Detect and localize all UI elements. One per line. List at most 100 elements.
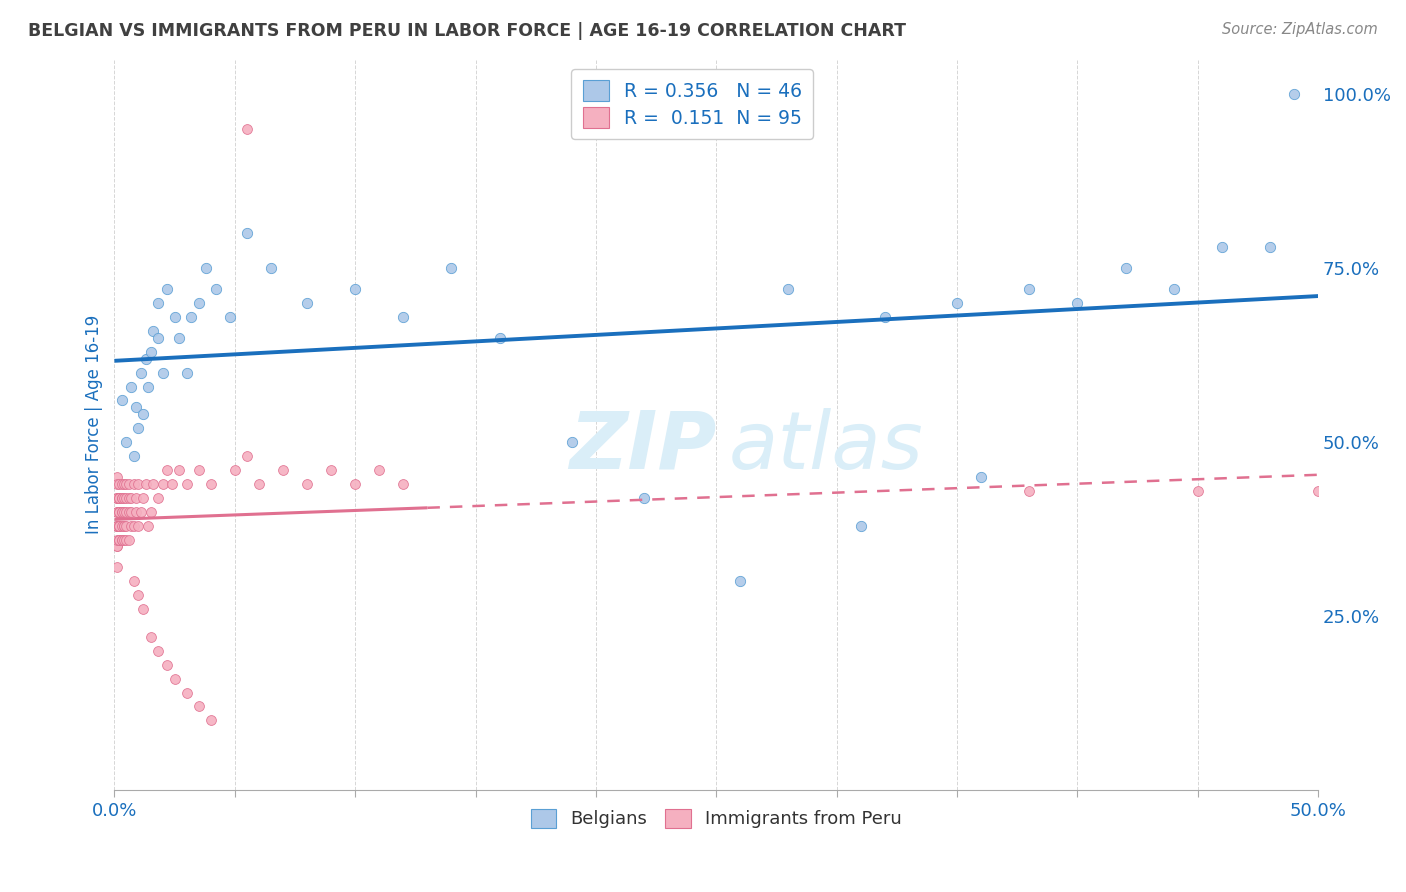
Point xyxy=(111,505,134,519)
Point xyxy=(1282,87,1305,102)
Point xyxy=(111,533,134,547)
Point xyxy=(108,491,131,505)
Point xyxy=(271,463,294,477)
Point xyxy=(139,630,162,644)
Point xyxy=(156,657,179,672)
Point xyxy=(136,518,159,533)
Point xyxy=(633,491,655,505)
Point xyxy=(180,310,202,324)
Point xyxy=(156,282,179,296)
Point xyxy=(224,463,246,477)
Point xyxy=(200,476,222,491)
Text: Source: ZipAtlas.com: Source: ZipAtlas.com xyxy=(1222,22,1378,37)
Point xyxy=(105,505,128,519)
Point xyxy=(392,476,415,491)
Point xyxy=(105,518,128,533)
Point xyxy=(105,491,128,505)
Point xyxy=(187,699,209,714)
Point xyxy=(1115,261,1137,276)
Point xyxy=(122,518,145,533)
Point xyxy=(561,435,583,450)
Point xyxy=(1066,296,1088,310)
Text: atlas: atlas xyxy=(728,408,924,485)
Point xyxy=(187,463,209,477)
Point xyxy=(111,393,134,408)
Point xyxy=(111,491,134,505)
Point xyxy=(120,379,142,393)
Point xyxy=(105,518,128,533)
Point xyxy=(1308,483,1330,498)
Point xyxy=(105,518,128,533)
Point xyxy=(115,518,138,533)
Point xyxy=(142,324,165,338)
Point xyxy=(112,533,135,547)
Point xyxy=(108,518,131,533)
Point xyxy=(125,491,148,505)
Point xyxy=(946,296,969,310)
Point xyxy=(163,672,186,686)
Point xyxy=(169,463,191,477)
Point xyxy=(152,366,174,380)
Point xyxy=(368,463,391,477)
Point xyxy=(132,407,155,421)
Point xyxy=(127,518,149,533)
Point xyxy=(1211,240,1233,254)
Point xyxy=(115,435,138,450)
Point xyxy=(1258,240,1281,254)
Point xyxy=(111,533,134,547)
Point xyxy=(122,449,145,463)
Point xyxy=(1163,282,1185,296)
Point xyxy=(112,518,135,533)
Point xyxy=(122,574,145,589)
Point xyxy=(122,476,145,491)
Point xyxy=(204,282,226,296)
Point xyxy=(160,476,183,491)
Point xyxy=(1187,483,1209,498)
Point xyxy=(142,476,165,491)
Point xyxy=(135,476,157,491)
Point xyxy=(115,533,138,547)
Y-axis label: In Labor Force | Age 16-19: In Labor Force | Age 16-19 xyxy=(86,315,103,534)
Point xyxy=(118,476,141,491)
Point xyxy=(139,505,162,519)
Point xyxy=(125,505,148,519)
Point xyxy=(169,331,191,345)
Point xyxy=(136,379,159,393)
Point xyxy=(108,476,131,491)
Point xyxy=(125,401,148,415)
Point xyxy=(440,261,463,276)
Point xyxy=(295,296,318,310)
Point xyxy=(118,505,141,519)
Point xyxy=(135,351,157,366)
Point xyxy=(176,366,198,380)
Point xyxy=(139,344,162,359)
Point xyxy=(132,602,155,616)
Point xyxy=(105,505,128,519)
Point xyxy=(118,491,141,505)
Point xyxy=(295,476,318,491)
Point xyxy=(1355,483,1378,498)
Point xyxy=(187,296,209,310)
Point xyxy=(112,491,135,505)
Point xyxy=(111,518,134,533)
Point xyxy=(132,491,155,505)
Point xyxy=(112,505,135,519)
Point xyxy=(108,518,131,533)
Point xyxy=(849,518,872,533)
Point xyxy=(392,310,415,324)
Point xyxy=(108,505,131,519)
Point xyxy=(108,533,131,547)
Point xyxy=(115,505,138,519)
Point xyxy=(129,366,152,380)
Point xyxy=(156,463,179,477)
Point xyxy=(105,470,128,484)
Point xyxy=(152,476,174,491)
Point xyxy=(120,505,142,519)
Point xyxy=(163,310,186,324)
Point xyxy=(730,574,752,589)
Text: ZIP: ZIP xyxy=(569,408,716,485)
Point xyxy=(105,560,128,574)
Point xyxy=(319,463,342,477)
Point xyxy=(115,491,138,505)
Point xyxy=(127,588,149,602)
